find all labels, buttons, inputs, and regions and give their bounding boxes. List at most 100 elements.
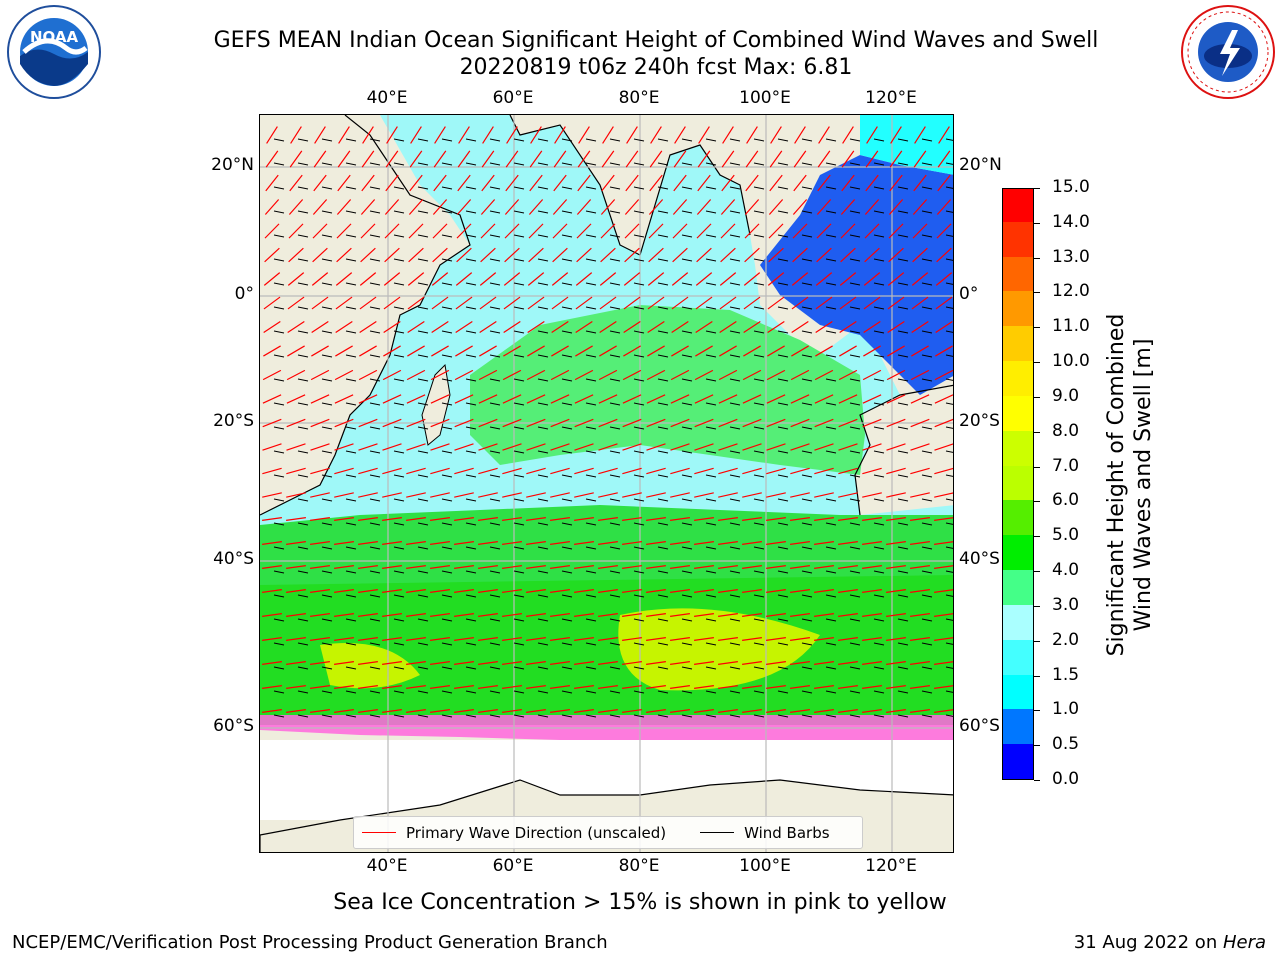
wind-barb — [633, 498, 645, 502]
wave-arrow — [792, 247, 808, 263]
wave-arrow — [646, 661, 666, 665]
wind-barb — [849, 522, 861, 526]
wind-barb — [537, 330, 549, 334]
wind-barb — [729, 522, 741, 526]
wind-barb — [513, 642, 525, 646]
wave-arrow — [430, 443, 450, 451]
wave-arrow — [358, 467, 378, 475]
wind-barb — [489, 354, 501, 358]
wind-barb — [945, 474, 953, 477]
wind-barb — [297, 282, 309, 286]
wind-barb — [945, 186, 953, 189]
wind-barb — [681, 354, 693, 358]
wave-arrow — [742, 394, 762, 404]
maritime-deep-blue — [760, 155, 953, 395]
wave-arrow — [598, 443, 618, 451]
wind-barb — [609, 426, 621, 430]
wind-barb — [297, 306, 309, 310]
wind-barb — [273, 330, 285, 334]
wind-barb — [897, 354, 909, 358]
wave-arrow — [408, 247, 424, 263]
wave-arrow — [454, 394, 474, 404]
wave-arrow — [766, 661, 786, 665]
wave-arrow — [934, 709, 953, 713]
wave-arrow — [382, 613, 402, 617]
wind-barb — [465, 618, 477, 622]
wave-arrow — [694, 637, 714, 641]
wind-barb — [561, 162, 573, 166]
colorbar-segment — [1003, 604, 1033, 640]
wave-arrow — [673, 174, 687, 192]
wave-arrow — [360, 247, 376, 263]
wave-arrow — [406, 394, 426, 404]
wind-barb — [777, 546, 789, 550]
wave-arrow — [744, 247, 760, 263]
wind-barb — [681, 402, 693, 406]
wave-arrow — [814, 467, 834, 475]
wind-barb — [705, 594, 717, 598]
wind-barb — [897, 378, 909, 382]
wave-arrow — [502, 661, 522, 665]
wind-barb — [513, 258, 525, 262]
wind-barb — [417, 186, 429, 190]
wind-barb — [537, 186, 549, 190]
colorbar-tick-label: 7.0 — [1052, 455, 1080, 476]
wave-arrow — [766, 492, 786, 498]
wind-barb — [921, 570, 933, 574]
wave-arrow — [865, 174, 879, 192]
wave-arrow — [646, 565, 666, 569]
wave-arrow — [910, 541, 930, 545]
wave-arrow — [694, 685, 714, 689]
wave-arrow — [838, 541, 858, 545]
wave-arrow — [288, 247, 304, 263]
wave-arrow — [502, 709, 522, 713]
wind-barb — [657, 162, 669, 166]
wave-arrow — [815, 320, 833, 334]
wind-barb — [609, 138, 621, 142]
wind-barb — [609, 714, 621, 718]
colorbar-segment — [1003, 290, 1033, 327]
wind-barb — [561, 258, 573, 262]
wave-arrow — [599, 296, 617, 310]
wave-arrow — [790, 589, 810, 593]
wind-barb — [321, 234, 333, 238]
colorbar-tick-mark — [1034, 780, 1040, 781]
wave-arrow — [286, 637, 306, 641]
wind-barb — [657, 186, 669, 190]
wind-barb — [369, 306, 381, 310]
wave-arrow — [910, 709, 930, 713]
wave-arrow — [478, 418, 498, 428]
wave-arrow — [670, 637, 690, 641]
wind-barb — [777, 690, 789, 694]
wave-arrow — [599, 320, 617, 334]
wave-arrow — [434, 126, 446, 144]
wind-barb — [657, 642, 669, 646]
colorbar-tick-label: 12.0 — [1052, 281, 1090, 302]
wind-barb — [801, 474, 813, 478]
colorbar-tick-label: 0.5 — [1052, 734, 1080, 755]
wave-arrow — [766, 685, 786, 689]
wave-arrow — [887, 272, 905, 286]
wind-barb — [297, 138, 309, 142]
wind-barb — [585, 426, 597, 430]
wind-barb — [585, 450, 597, 454]
wind-barb — [489, 474, 501, 478]
wind-barb — [921, 714, 933, 718]
wave-arrow — [386, 126, 398, 144]
lon-label-top: 40°E — [366, 88, 408, 108]
wave-arrow — [334, 589, 354, 593]
wind-barb — [753, 306, 765, 310]
wind-barb — [849, 210, 861, 214]
wind-barb — [513, 186, 525, 190]
wind-barb — [729, 546, 741, 550]
wave-arrow — [551, 296, 569, 310]
wind-barb — [633, 714, 645, 718]
wave-arrow — [646, 418, 666, 428]
wind-barb — [561, 570, 573, 574]
wind-barb — [681, 378, 693, 382]
wind-barb — [417, 474, 429, 478]
wave-arrow — [742, 685, 762, 689]
wind-barb — [369, 642, 381, 646]
wave-arrow — [359, 320, 377, 334]
wave-arrow — [672, 247, 688, 263]
